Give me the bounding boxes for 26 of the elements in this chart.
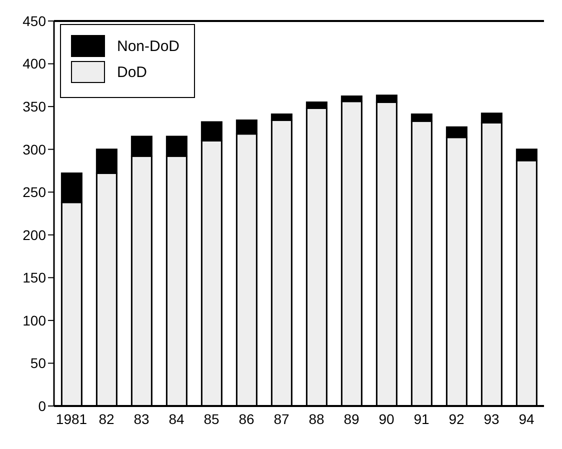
- y-tick-label: 150: [22, 270, 46, 286]
- x-tick-label: 84: [168, 410, 184, 427]
- y-tick-label: 400: [22, 56, 46, 72]
- x-tick-label: 1981: [56, 410, 88, 427]
- x-tick-label: 92: [448, 410, 464, 427]
- x-tick-label: 88: [308, 410, 324, 427]
- x-tick-label: 83: [134, 410, 150, 427]
- y-tick-label: 100: [22, 312, 46, 328]
- y-tick-label: 0: [38, 398, 46, 414]
- y-tick-label: 450: [22, 12, 46, 29]
- legend-label: Non-DoD: [117, 38, 180, 54]
- y-tick-label: 300: [22, 141, 46, 158]
- x-tick-label: 89: [344, 410, 360, 427]
- x-tick-label: 86: [238, 410, 254, 427]
- x-tick-label: 82: [98, 410, 114, 427]
- x-tick-label: 91: [414, 410, 430, 427]
- y-tick-label: 200: [22, 226, 46, 243]
- x-tick-label: 87: [274, 410, 290, 427]
- y-tick-label: 250: [22, 184, 46, 200]
- x-tick-label: 90: [378, 410, 394, 427]
- x-tick-label: 94: [518, 410, 534, 427]
- y-tick-label: 350: [22, 98, 46, 115]
- legend-label: DoD: [117, 64, 148, 80]
- x-tick-label: 85: [204, 410, 220, 427]
- x-tick-label: 93: [484, 410, 500, 427]
- y-tick-label: 50: [30, 355, 46, 372]
